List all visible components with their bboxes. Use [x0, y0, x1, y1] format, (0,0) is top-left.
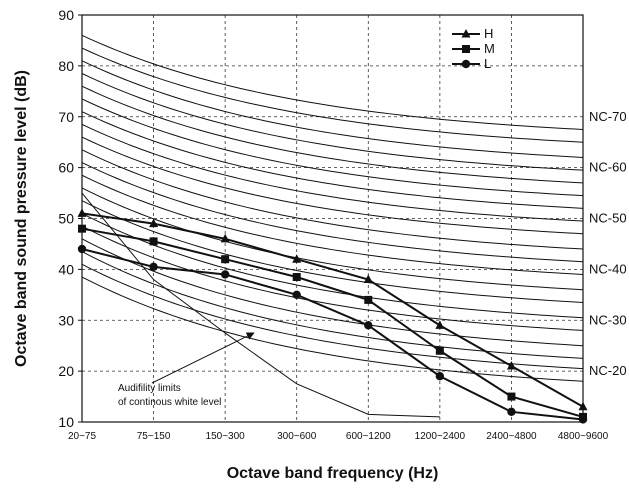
- x-tick-label: 1200~2400: [415, 431, 466, 442]
- nc-curve: [81, 187, 584, 291]
- nc-curve: [81, 123, 584, 222]
- y-tick-label: 40: [58, 261, 74, 277]
- x-tick-label: 600~1200: [346, 431, 391, 442]
- legend-label: M: [484, 41, 495, 56]
- nc-curve: [81, 200, 584, 303]
- circle-marker: [292, 290, 301, 300]
- square-marker: [435, 346, 444, 355]
- y-tick-label: 50: [58, 211, 74, 227]
- nc-curve: [81, 238, 584, 347]
- nc-curve: [81, 34, 584, 130]
- annotation-text: Audifility limits: [118, 383, 181, 394]
- series-line: [81, 212, 584, 408]
- y-tick-label: 20: [58, 363, 74, 379]
- x-tick-label: 2400~4800: [486, 431, 537, 442]
- legend: HML: [452, 26, 495, 71]
- nc-curve: [81, 212, 584, 319]
- nc-curve: [81, 162, 584, 263]
- audibility-limit-curve: [81, 192, 440, 418]
- square-marker: [149, 237, 158, 246]
- nc-label: NC-60: [589, 160, 627, 175]
- x-tick-label: 75~150: [137, 431, 171, 442]
- nc-curve: [81, 47, 584, 143]
- legend-label: L: [484, 56, 491, 71]
- y-tick-label: 60: [58, 160, 74, 176]
- nc-curves: NC-70 NC-60 NC-50 NC-40 NC-30 NC-20: [81, 34, 627, 418]
- annotation-arrow: [151, 332, 255, 384]
- series-line: [81, 227, 584, 418]
- nc-curve: [81, 263, 584, 370]
- triangle-marker: [149, 218, 159, 228]
- annotation: Audifility limits of continous white leve…: [118, 332, 255, 408]
- nc-label: NC-70: [589, 109, 627, 124]
- square-marker: [221, 255, 230, 264]
- square-marker: [507, 392, 516, 401]
- circle-marker: [364, 321, 373, 330]
- x-tick-label: 4800~9600: [558, 431, 609, 442]
- nc-curve: [81, 85, 584, 184]
- triangle-marker: [506, 361, 516, 370]
- y-tick-label: 10: [58, 414, 74, 430]
- triangle-marker: [220, 233, 230, 243]
- nc-curve: [81, 225, 584, 331]
- x-axis-title: Octave band frequency (Hz): [227, 465, 439, 482]
- annotation-text: of continous white level: [118, 397, 221, 408]
- plot-frame: [81, 14, 584, 423]
- triangle-marker: [292, 254, 302, 263]
- nc-label: NC-30: [589, 312, 627, 327]
- square-marker: [292, 273, 301, 282]
- nc-curve: [81, 276, 584, 382]
- nc-curve: [81, 60, 584, 158]
- legend-label: H: [484, 26, 493, 41]
- nc-curve: [81, 73, 584, 171]
- data-series: [77, 208, 588, 424]
- triangle-marker: [363, 274, 373, 284]
- nc-label: NC-20: [589, 363, 627, 378]
- circle-marker: [435, 372, 445, 381]
- y-tick-label: 30: [58, 312, 74, 328]
- triangle-marker: [435, 320, 445, 329]
- nc-label: NC-40: [589, 261, 627, 276]
- circle-marker: [507, 407, 516, 417]
- nc-curve: [81, 174, 584, 275]
- series-line: [81, 248, 584, 421]
- square-marker: [364, 295, 373, 304]
- nc-curve: [81, 111, 584, 209]
- circle-marker: [149, 262, 158, 272]
- nc-curve: [81, 98, 584, 197]
- x-tick-label: 20~75: [68, 431, 97, 442]
- nc-curve: [81, 136, 584, 235]
- y-axis-title: Octave band sound pressure level (dB): [13, 70, 30, 367]
- grid: [82, 15, 583, 422]
- axes: 10 20 30 40 50 60 70 80 90 20~75 75~150 150~300 300~…: [58, 7, 608, 442]
- nc-curve: [81, 149, 584, 250]
- nc-label: NC-50: [589, 211, 627, 226]
- triangle-marker: [461, 29, 471, 38]
- square-marker: [462, 45, 470, 53]
- x-tick-label: 150~300: [206, 431, 246, 442]
- y-tick-label: 80: [58, 58, 74, 74]
- x-tick-label: 300~600: [277, 431, 317, 442]
- y-tick-label: 70: [58, 109, 74, 125]
- circle-marker: [220, 270, 230, 279]
- y-tick-label: 90: [58, 7, 74, 23]
- circle-marker: [461, 59, 471, 69]
